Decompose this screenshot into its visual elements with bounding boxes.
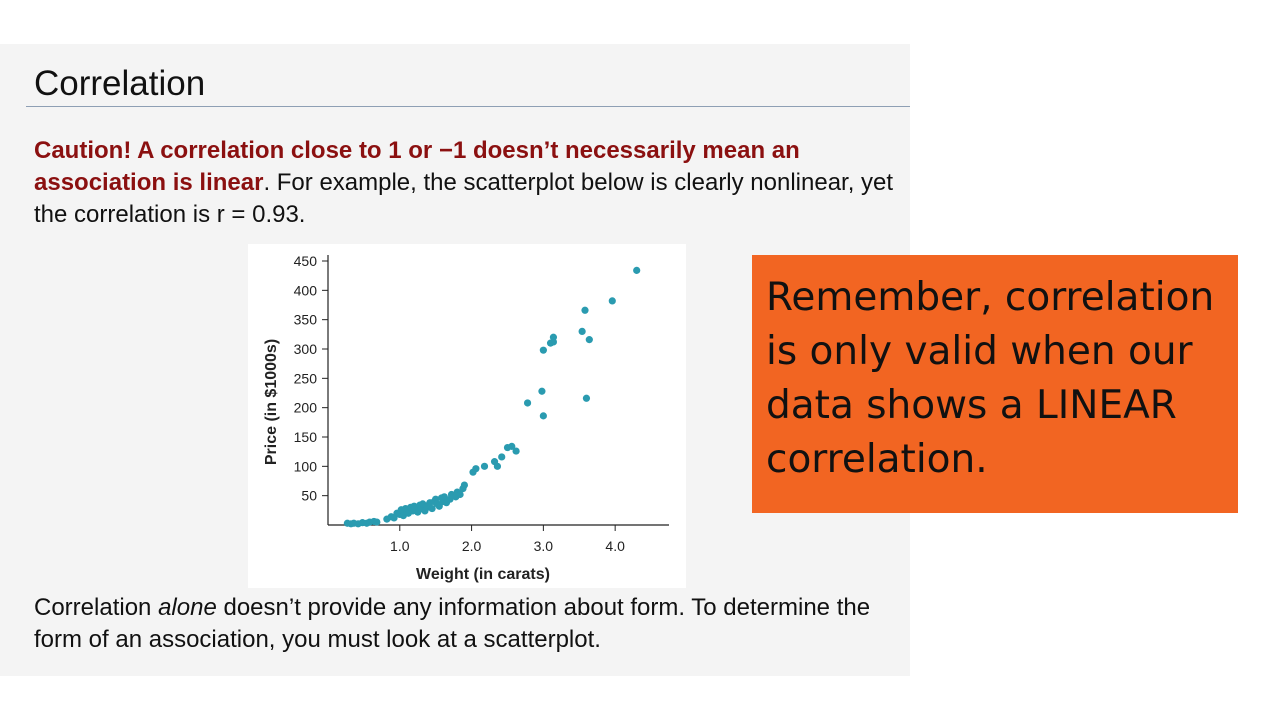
callout-box: Remember, correlation is only valid when… [752, 255, 1238, 513]
scatter-point [538, 387, 546, 395]
scatter-point [512, 447, 520, 455]
form-text-italic: alone [158, 594, 217, 621]
y-tick-label: 100 [294, 458, 318, 474]
scatter-point [460, 481, 468, 489]
slide-title: Correlation [34, 64, 206, 103]
scatter-point [539, 412, 547, 420]
x-axis-label: Weight (in carats) [416, 566, 550, 583]
caution-bold-text: Caution! A correlation close to 1 or −1 … [34, 137, 800, 196]
scatter-point [428, 504, 436, 513]
y-tick-label: 350 [294, 312, 318, 328]
scatter-point [578, 327, 586, 335]
callout-text: Remember, correlation is only valid when… [766, 275, 1215, 482]
x-tick-label: 4.0 [605, 538, 625, 554]
caution-paragraph: Caution! A correlation close to 1 or −1 … [34, 135, 902, 231]
x-tick-label: 3.0 [534, 538, 554, 554]
y-tick-label: 150 [294, 429, 318, 445]
scatter-point [582, 394, 591, 402]
x-tick-label: 1.0 [390, 538, 410, 554]
scatter-point [440, 493, 448, 501]
scatter-point [581, 306, 589, 314]
y-tick-label: 450 [294, 253, 318, 269]
scatter-point [633, 266, 641, 274]
form-text-before: Correlation [34, 594, 159, 621]
caution-rest-text: . For example, the scatterplot below is … [34, 169, 894, 228]
y-tick-label: 400 [294, 282, 318, 298]
scatter-point [498, 453, 506, 461]
scatter-point [480, 462, 489, 470]
scatter-point [472, 465, 480, 473]
y-tick-label: 200 [294, 400, 318, 416]
scatter-point [523, 399, 532, 407]
scatter-point [456, 490, 464, 499]
scatter-point [508, 442, 516, 450]
y-tick-label: 250 [294, 370, 318, 386]
y-axis-label: Price (in $1000s) [263, 339, 280, 465]
scatter-point [608, 297, 616, 305]
scatter-point [493, 462, 502, 470]
scatterplot-svg: 50 100 150 200 250 300 350 400 450 1.0 2.0 3.0 4.0 W… [263, 253, 669, 583]
form-text-after: doesn’t provide any information about fo… [34, 594, 871, 653]
scatter-point [549, 338, 558, 346]
title-divider [26, 106, 910, 107]
form-paragraph: Correlation alone doesn’t provide any in… [34, 592, 902, 656]
scatter-point [373, 518, 381, 526]
scatter-point [585, 336, 593, 344]
scatter-point [539, 346, 547, 354]
scatterplot: 50 100 150 200 250 300 350 400 450 1.0 2.0 3.0 4.0 W… [248, 244, 686, 588]
x-tick-label: 2.0 [462, 538, 482, 554]
y-tick-label: 300 [294, 341, 318, 357]
y-tick-label: 50 [301, 488, 317, 504]
